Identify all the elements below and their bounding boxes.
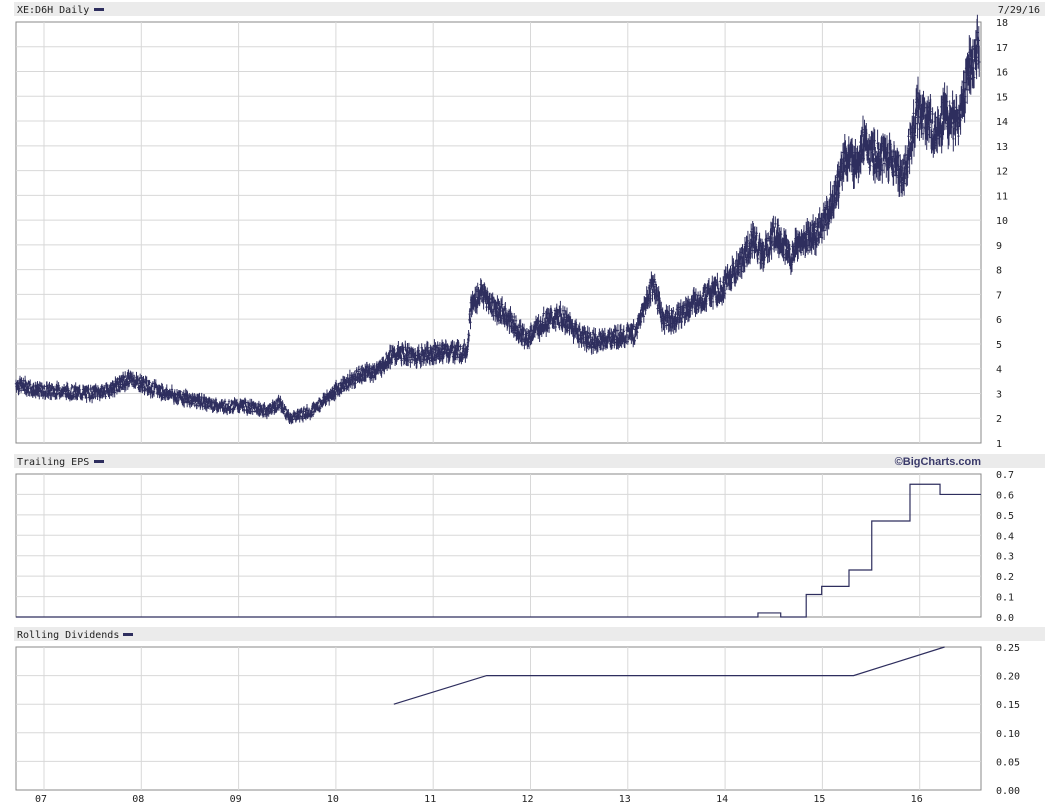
- y-tick-label: 18: [996, 18, 1008, 29]
- y-tick-label: 6: [996, 315, 1002, 326]
- series-line: [393, 646, 945, 705]
- x-axis: 07 08 09 10 11 12 13 14 15 16: [35, 794, 923, 805]
- y-tick-label: 0.7: [996, 470, 1014, 481]
- x-tick-label: 08: [132, 794, 144, 805]
- x-tick-label: 14: [716, 794, 728, 805]
- y-tick-label: 15: [996, 92, 1008, 103]
- y-tick-label: 17: [996, 43, 1008, 54]
- y-tick-label: 13: [996, 142, 1008, 153]
- date-label: 7/29/16: [998, 5, 1040, 16]
- y-tick-label: 0.05: [996, 757, 1020, 768]
- y-tick-label: 7: [996, 290, 1002, 301]
- y-tick-label: 0.4: [996, 531, 1014, 542]
- y-tick-label: 0.6: [996, 490, 1014, 501]
- div-legend-swatch: [123, 633, 133, 636]
- plot-frame: [15, 646, 982, 791]
- y-tick-label: 2: [996, 414, 1002, 425]
- y-tick-label: 9: [996, 241, 1002, 252]
- x-tick-label: 11: [424, 794, 436, 805]
- y-tick-label: 14: [996, 117, 1008, 128]
- ticker-label: XE:D6H Daily: [17, 5, 89, 16]
- y-tick-label: 0.00: [996, 786, 1020, 797]
- x-tick-label: 16: [911, 794, 923, 805]
- plot-frame: [15, 21, 982, 444]
- y-tick-label: 0.15: [996, 700, 1020, 711]
- x-tick-label: 15: [813, 794, 825, 805]
- plot-frame: [15, 473, 982, 618]
- series-line: [16, 483, 981, 618]
- div-header-band: [14, 627, 1045, 641]
- y-tick-label: 0.5: [996, 511, 1014, 522]
- price-header-band: [14, 2, 1045, 16]
- x-tick-label: 07: [35, 794, 47, 805]
- y-tick-label: 0.1: [996, 593, 1014, 604]
- y-tick-label: 0.3: [996, 552, 1014, 563]
- y-tick-label: 12: [996, 167, 1008, 178]
- y-tick-label: 0.10: [996, 729, 1020, 740]
- x-tick-label: 13: [619, 794, 631, 805]
- y-tick-label: 1: [996, 439, 1002, 450]
- y-tick-label: 10: [996, 216, 1008, 227]
- y-tick-label: 0.25: [996, 643, 1020, 654]
- brand-label: ©BigCharts.com: [895, 456, 982, 468]
- y-tick-label: 0.0: [996, 613, 1014, 624]
- ticker-legend-swatch: [94, 8, 104, 11]
- y-tick-label: 16: [996, 68, 1008, 79]
- div-label: Rolling Dividends: [17, 630, 119, 641]
- series-line: [14, 14, 981, 425]
- eps-panel: 0.0 0.1 0.2 0.3 0.4 0.5 0.6 0.7: [15, 470, 1014, 624]
- dividends-panel: 0.00 0.05 0.10 0.15 0.20 0.25: [15, 643, 1020, 797]
- eps-label: Trailing EPS: [17, 457, 89, 468]
- y-tick-label: 5: [996, 340, 1002, 351]
- y-tick-label: 11: [996, 191, 1008, 202]
- x-tick-label: 09: [230, 794, 242, 805]
- x-tick-label: 10: [327, 794, 339, 805]
- y-tick-label: 8: [996, 266, 1002, 277]
- y-tick-label: 0.20: [996, 672, 1020, 683]
- y-tick-label: 4: [996, 365, 1002, 376]
- x-tick-label: 12: [521, 794, 533, 805]
- y-tick-label: 3: [996, 389, 1002, 400]
- eps-header-band: [14, 454, 1045, 468]
- eps-legend-swatch: [94, 460, 104, 463]
- y-tick-label: 0.2: [996, 572, 1014, 583]
